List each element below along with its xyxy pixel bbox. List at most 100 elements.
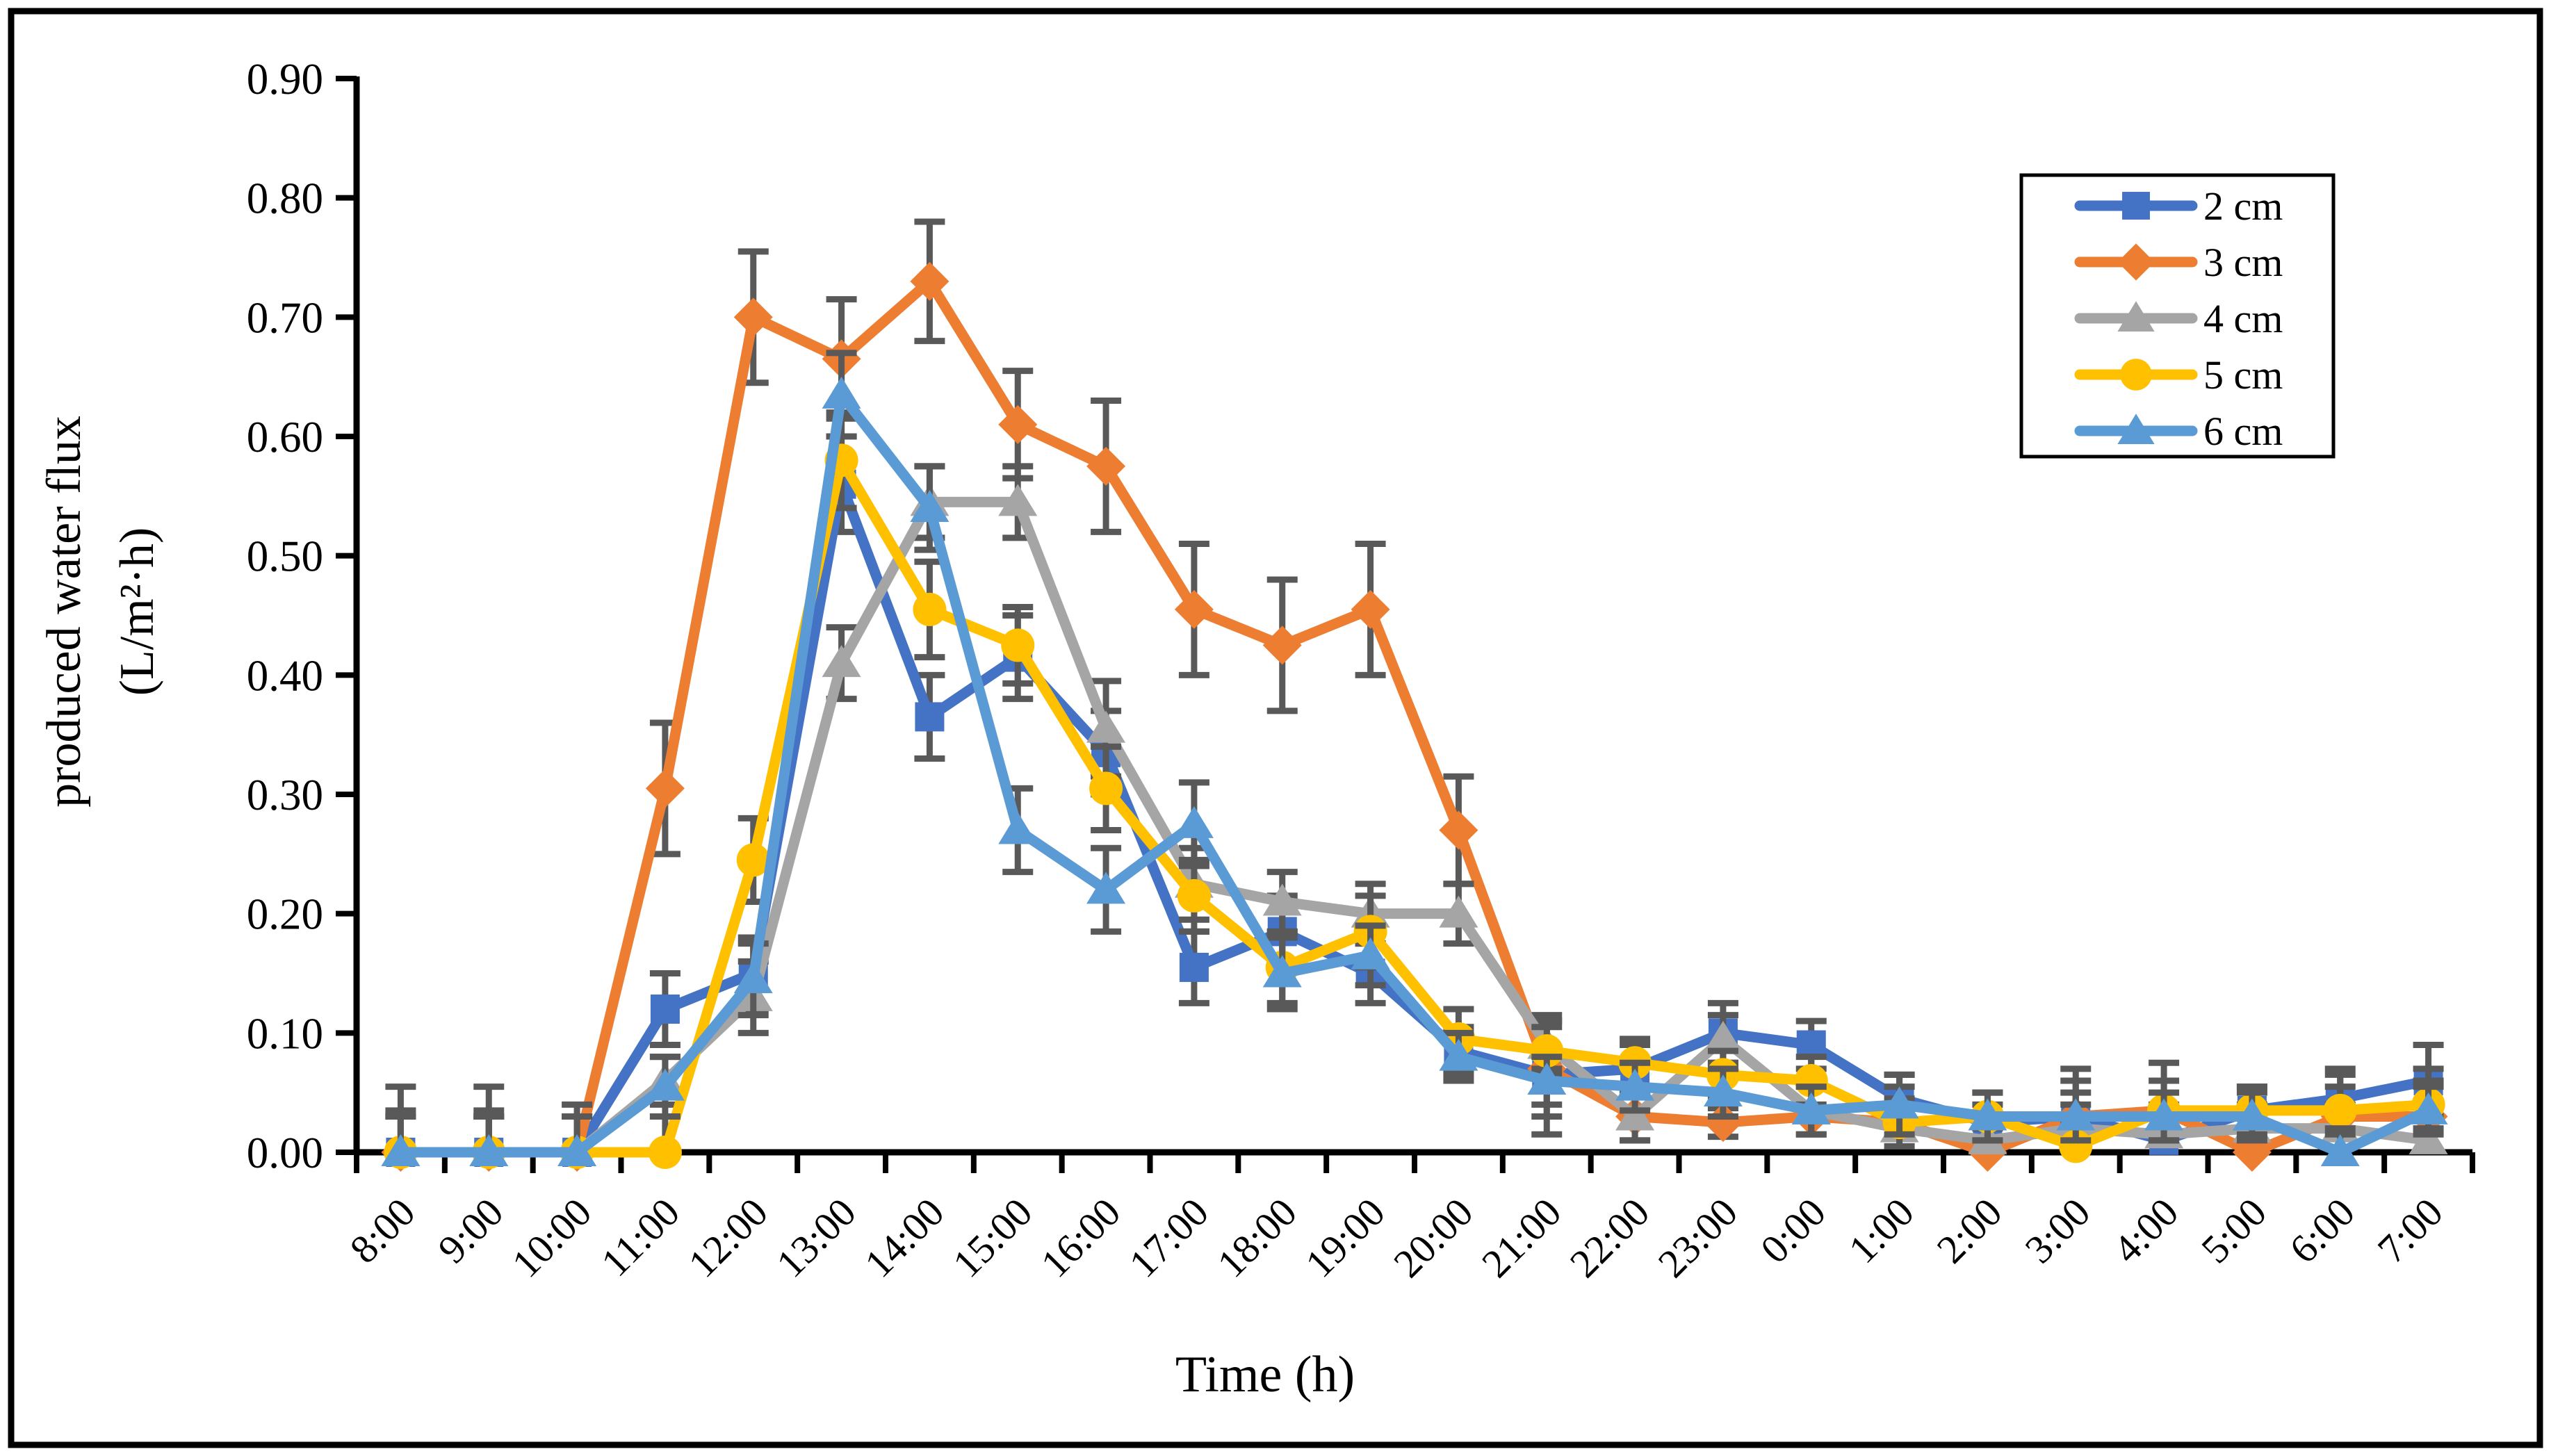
data-point-marker [2056,1098,2096,1131]
data-point-marker [1001,628,1035,662]
data-point-marker [910,490,950,522]
data-point-marker [1791,1092,1831,1124]
data-point-marker [650,995,680,1024]
data-point-marker [645,769,685,808]
data-point-marker [1615,1098,1655,1131]
legend-item-2-cm: 2 cm [2074,183,2283,229]
data-point-marker [1351,937,1390,970]
legend-item-4-cm: 4 cm [2074,296,2283,341]
y-axis-title-line2: (L/m²·h) [111,527,164,696]
data-point-marker [2120,359,2152,391]
legend-item-5-cm: 5 cm [2074,352,2283,398]
data-point-marker [1703,1074,1743,1107]
y-tick-label: 0.80 [247,174,323,223]
y-axis-title-line1: produced water flux [38,416,91,808]
legend-label: 6 cm [2203,409,2283,454]
x-tick-label: 0:00 [1752,1189,1834,1272]
data-point-marker [1262,955,1302,988]
legend-label: 5 cm [2203,352,2283,398]
x-tick-label: 14:00 [856,1189,952,1286]
data-point-marker [915,702,945,732]
legend-label: 4 cm [2203,296,2283,341]
x-tick-label: 16:00 [1032,1189,1129,1286]
x-tick-label: 20:00 [1385,1189,1481,1286]
y-tick-label: 0.60 [247,413,323,461]
data-point-marker [2409,1092,2448,1124]
x-tick-label: 19:00 [1296,1189,1393,1286]
data-point-marker [1086,710,1126,743]
data-point-marker [998,484,1038,516]
data-point-marker [1703,1103,1743,1143]
data-point-marker [822,645,861,678]
legend-item-6-cm: 6 cm [2074,409,2283,454]
x-axis-title: Time (h) [1175,1346,1355,1403]
x-tick-label: 6:00 [2281,1189,2363,1272]
data-point-marker [1179,952,1209,982]
series-6-cm [381,350,2448,1166]
x-tick-label: 7:00 [2369,1189,2452,1272]
x-tick-label: 11:00 [592,1189,688,1285]
data-point-marker [1262,883,1302,916]
y-tick-label: 0.40 [247,651,323,700]
data-point-marker [736,843,770,877]
y-tick-label: 0.00 [247,1129,323,1177]
legend: 2 cm 3 cm 4 cm 5 cm 6 cm [2019,173,2336,459]
x-tick-label: 2:00 [1928,1189,2011,1272]
y-tick-label: 0.70 [247,293,323,342]
x-tick-label: 9:00 [430,1189,512,1272]
data-point-marker [1089,771,1123,805]
data-point-marker [998,404,1038,444]
y-tick-label: 0.20 [247,890,323,939]
data-point-marker [1527,1063,1567,1095]
x-tick-label: 5:00 [2192,1189,2275,1272]
data-point-marker [2144,1098,2184,1131]
data-point-marker [645,1068,685,1101]
data-point-marker [733,297,773,337]
x-tick-label: 3:00 [2016,1189,2099,1272]
data-point-marker [1351,589,1390,629]
x-tick-label: 4:00 [2104,1189,2187,1272]
data-point-marker [2323,1093,2357,1127]
data-point-marker [2117,414,2155,444]
y-tick-label: 0.30 [247,771,323,819]
data-point-marker [1880,1086,1919,1119]
data-point-marker [2117,243,2155,281]
data-point-marker [2320,1134,2360,1166]
figure-border [8,8,2543,1448]
data-point-marker [648,1136,682,1169]
data-point-marker [1968,1098,2007,1131]
data-point-marker [2117,301,2155,332]
data-point-marker [2122,192,2150,220]
y-tick-label: 0.10 [247,1009,323,1058]
data-point-marker [2232,1098,2272,1131]
x-tick-label: 18:00 [1209,1189,1305,1286]
data-point-marker [381,1134,421,1166]
x-tick-label: 22:00 [1561,1189,1658,1286]
x-tick-label: 1:00 [1840,1189,1923,1272]
x-tick-label: 15:00 [944,1189,1041,1286]
data-point-marker [2409,1122,2448,1154]
x-tick-label: 12:00 [680,1189,776,1286]
data-point-marker [469,1134,509,1166]
data-point-marker [1439,810,1478,850]
legend-item-3-cm: 3 cm [2074,240,2283,285]
x-tick-label: 17:00 [1120,1189,1217,1286]
data-point-marker [913,592,947,626]
data-point-marker [1439,1038,1478,1071]
data-point-marker [1439,895,1478,928]
error-bars [385,350,2444,1152]
y-tick-label: 0.90 [247,55,323,104]
series-line [395,389,2434,1158]
data-point-marker [1177,878,1211,913]
legend-label: 2 cm [2203,183,2283,229]
y-tick-label: 0.50 [247,532,323,581]
x-tick-label: 8:00 [341,1189,424,1272]
data-point-marker [1615,1068,1655,1101]
x-tick-label: 23:00 [1649,1189,1746,1286]
data-point-marker [1086,872,1126,904]
data-point-marker [998,812,1038,844]
legend-label: 3 cm [2203,240,2283,285]
data-point-marker [1174,589,1214,629]
